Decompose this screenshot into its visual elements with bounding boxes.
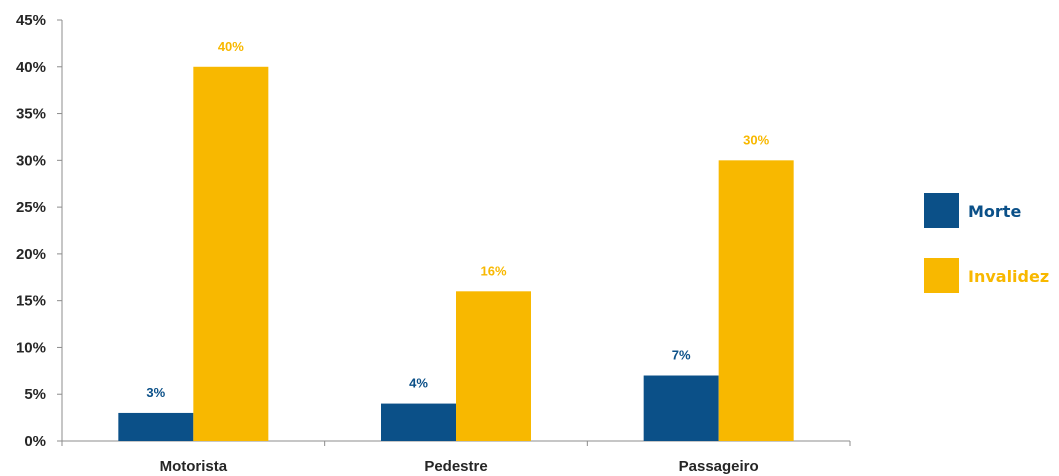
x-axis-ticks: Motorista Pedestre Passageiro — [61, 441, 851, 475]
bar-invalidez-passageiro — [718, 160, 794, 442]
y-tick-label: 45% — [16, 12, 46, 29]
legend-swatch-invalidez — [924, 258, 959, 293]
data-label: 30% — [743, 132, 769, 147]
bar-morte-passageiro — [643, 375, 719, 441]
chart-legend: Morte Invalidez — [924, 193, 1049, 293]
y-tick-label: 30% — [16, 152, 46, 169]
y-tick-label: 0% — [24, 433, 46, 450]
data-label: 40% — [218, 39, 244, 54]
legend-label-invalidez: Invalidez — [968, 267, 1049, 286]
data-label: 16% — [480, 263, 506, 278]
x-category-label: Passageiro — [679, 458, 759, 475]
y-tick-label: 35% — [16, 106, 46, 123]
y-tick-label: 20% — [16, 246, 46, 263]
bar-morte-pedestre — [381, 403, 456, 441]
y-tick-label: 40% — [16, 59, 46, 76]
data-label: 4% — [409, 376, 428, 391]
data-label: 3% — [146, 385, 165, 400]
legend-swatch-morte — [924, 193, 959, 228]
y-tick-label: 10% — [16, 339, 46, 356]
y-tick-label: 5% — [24, 386, 46, 403]
x-category-label: Motorista — [160, 458, 228, 475]
bar-invalidez-motorista — [193, 66, 269, 442]
y-tick-label: 25% — [16, 199, 46, 216]
legend-label-morte: Morte — [968, 202, 1021, 221]
chart-bars — [118, 66, 794, 442]
chart-data-labels: 3% 4% 7% 40% 16% 30% — [146, 39, 769, 400]
bar-morte-motorista — [118, 412, 194, 441]
x-category-label: Pedestre — [424, 458, 487, 475]
data-label: 7% — [672, 348, 691, 363]
y-tick-label: 15% — [16, 293, 46, 310]
bar-invalidez-pedestre — [456, 291, 531, 441]
y-axis-ticks: 0% 5% 10% 15% 20% 25% 30% 35% 40% 45% — [16, 12, 62, 450]
